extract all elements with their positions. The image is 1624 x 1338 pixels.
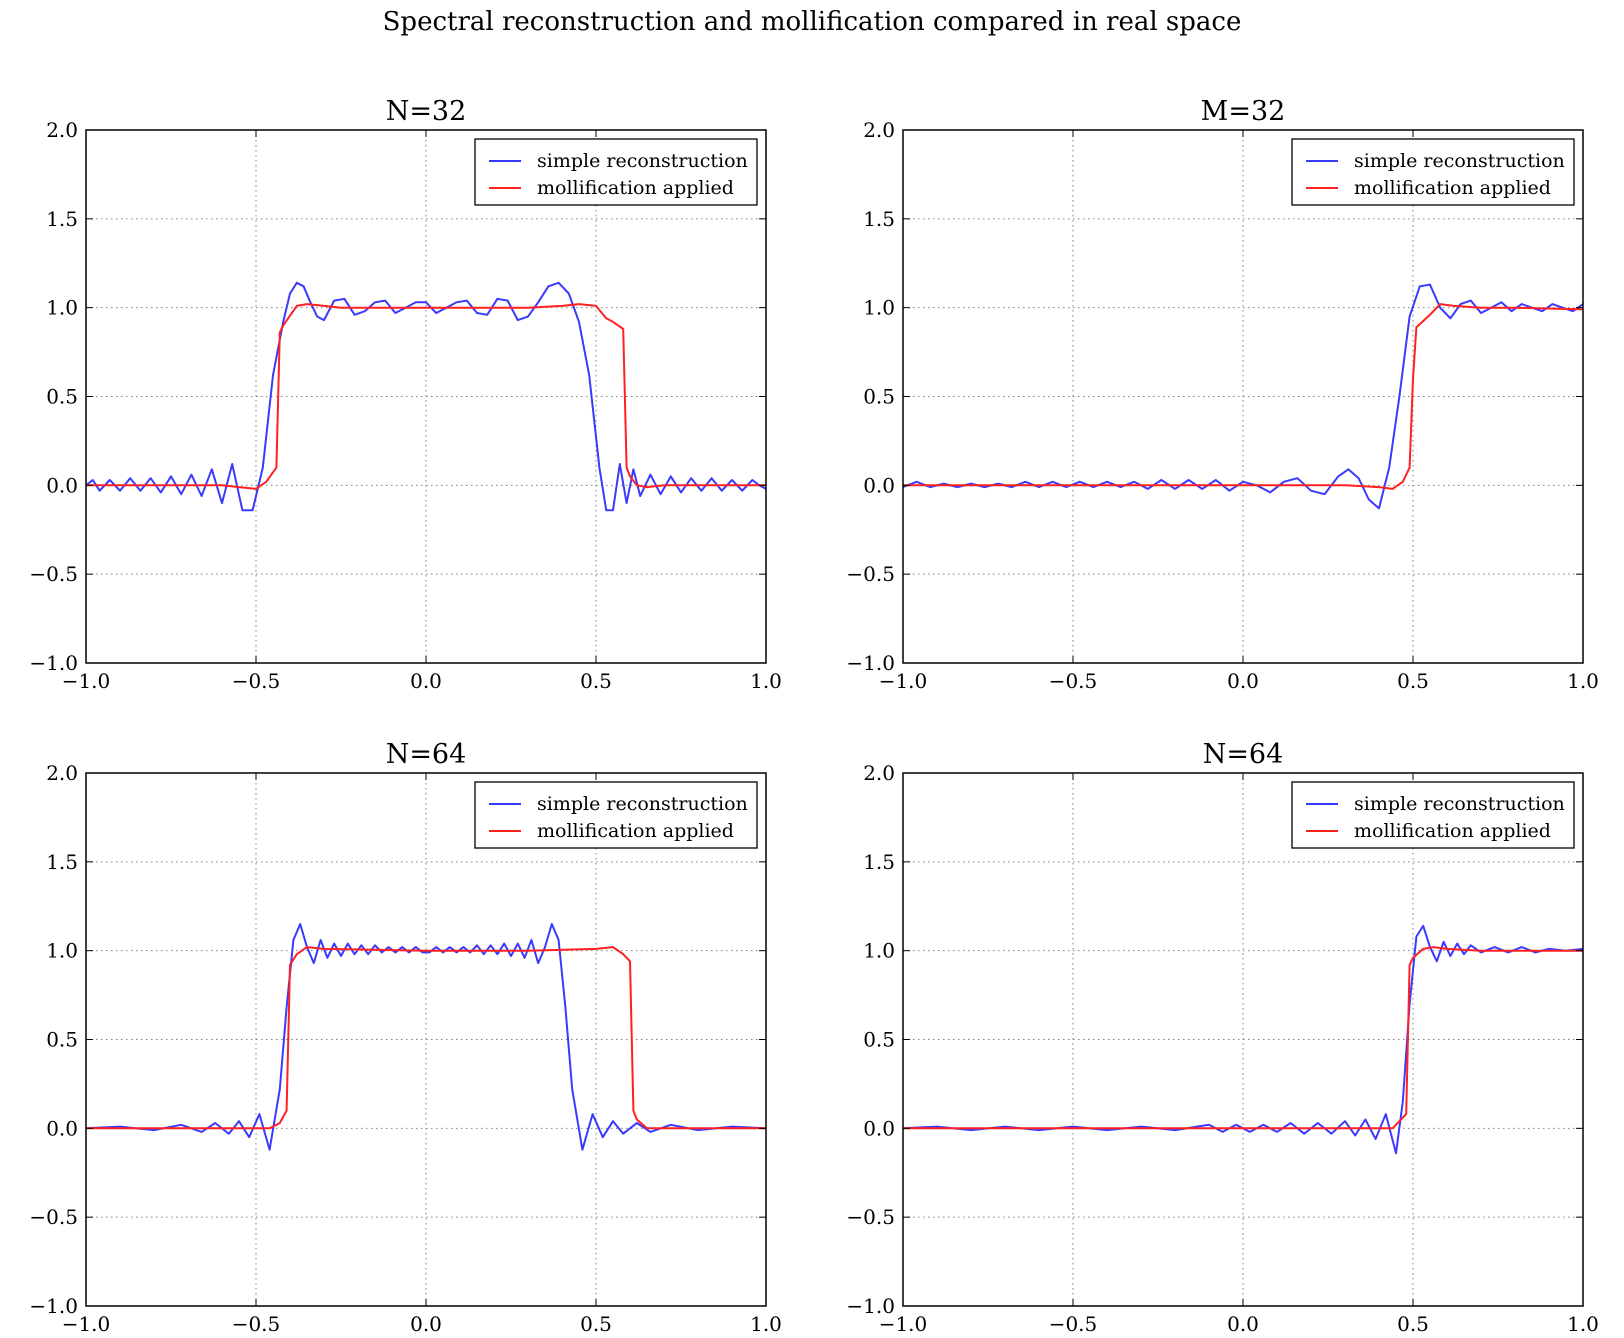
legend-box xyxy=(474,138,758,206)
y-tick-label: 0.0 xyxy=(46,473,78,497)
y-tick-label: −0.5 xyxy=(846,1205,895,1229)
legend-box xyxy=(1291,781,1575,849)
series-line-mollification-applied xyxy=(86,303,766,490)
x-tick-label: −0.5 xyxy=(1049,1312,1098,1336)
x-tick-label: 0.0 xyxy=(1227,669,1259,693)
legend: simple reconstruction mollification appli… xyxy=(474,781,758,849)
y-tick-label: 0.5 xyxy=(46,1028,78,1052)
y-tick-label: −0.5 xyxy=(29,1205,78,1229)
x-tick-label: −0.5 xyxy=(1049,669,1098,693)
subplot-1: −1.0 −0.5 0.0 0.5 1.0 −1.0 −0.5 0.0 0.5 1.0 1.5 2.0… xyxy=(29,96,781,693)
series-line-mollification-applied xyxy=(903,303,1583,490)
x-tick-label: −1.0 xyxy=(62,669,111,693)
legend: simple reconstruction mollification appli… xyxy=(1291,138,1575,206)
y-tick-label: 1.5 xyxy=(46,207,78,231)
x-tick-label: 0.5 xyxy=(580,669,612,693)
y-tick-label: 2.0 xyxy=(863,761,895,785)
series-line-mollification-applied xyxy=(903,946,1583,1130)
x-tick-label: 0.0 xyxy=(410,669,442,693)
x-tick-label: 0.0 xyxy=(410,1312,442,1336)
y-tick-label: −0.5 xyxy=(846,562,895,586)
subplot-3: −1.0 −0.5 0.0 0.5 1.0 −1.0 −0.5 0.0 0.5 1.0 1.5 2.0… xyxy=(29,739,781,1336)
y-tick-label: 0.5 xyxy=(863,1028,895,1052)
legend-box xyxy=(1291,138,1575,206)
subplot-2: −1.0 −0.5 0.0 0.5 1.0 −1.0 −0.5 0.0 0.5 1.0 1.5 2.0… xyxy=(846,96,1598,693)
y-tick-label: 1.5 xyxy=(863,850,895,874)
x-tick-label: −1.0 xyxy=(879,1312,928,1336)
x-tick-label: 1.0 xyxy=(1567,669,1599,693)
x-tick-label: −1.0 xyxy=(62,1312,111,1336)
legend-label: mollification applied xyxy=(1354,177,1551,199)
subplot-title: M=32 xyxy=(1201,96,1286,127)
legend-label: mollification applied xyxy=(1354,820,1551,842)
y-tick-label: 0.0 xyxy=(46,1116,78,1140)
y-tick-label: 0.5 xyxy=(863,385,895,409)
y-tick-label: 0.0 xyxy=(863,473,895,497)
x-tick-label: 1.0 xyxy=(1567,1312,1599,1336)
y-tick-label: 1.5 xyxy=(863,207,895,231)
legend-label: simple reconstruction xyxy=(1354,793,1565,815)
y-tick-label: −1.0 xyxy=(846,1294,895,1318)
y-tick-label: 1.0 xyxy=(863,296,895,320)
legend-label: simple reconstruction xyxy=(537,793,748,815)
y-tick-label: 1.0 xyxy=(863,939,895,963)
x-tick-label: 1.0 xyxy=(750,669,782,693)
legend-box xyxy=(474,781,758,849)
subplot-title: N=64 xyxy=(1203,739,1284,770)
series-line-simple-reconstruction xyxy=(903,283,1583,510)
subplot-4: −1.0 −0.5 0.0 0.5 1.0 −1.0 −0.5 0.0 0.5 1.0 1.5 2.0… xyxy=(846,739,1598,1336)
y-tick-label: 1.0 xyxy=(46,296,78,320)
legend: simple reconstruction mollification appli… xyxy=(1291,781,1575,849)
figure-title: Spectral reconstruction and mollificatio… xyxy=(383,7,1242,37)
series-line-simple-reconstruction xyxy=(86,923,766,1151)
x-tick-label: −0.5 xyxy=(232,1312,281,1336)
y-tick-label: −1.0 xyxy=(29,651,78,675)
legend-label: simple reconstruction xyxy=(1354,150,1565,172)
subplot-grid: −1.0 −0.5 0.0 0.5 1.0 −1.0 −0.5 0.0 0.5 1.0 1.5 2.0… xyxy=(29,96,1598,1336)
legend-label: simple reconstruction xyxy=(537,150,748,172)
subplot-title: N=32 xyxy=(386,96,467,127)
x-tick-label: 1.0 xyxy=(750,1312,782,1336)
y-tick-label: −1.0 xyxy=(846,651,895,675)
series-line-simple-reconstruction xyxy=(86,281,766,512)
series-line-mollification-applied xyxy=(86,946,766,1130)
y-tick-label: 2.0 xyxy=(863,118,895,142)
y-tick-label: −1.0 xyxy=(29,1294,78,1318)
y-tick-label: 1.0 xyxy=(46,939,78,963)
y-tick-label: 0.0 xyxy=(863,1116,895,1140)
y-tick-label: 0.5 xyxy=(46,385,78,409)
y-tick-label: 2.0 xyxy=(46,761,78,785)
y-tick-label: 2.0 xyxy=(46,118,78,142)
y-tick-label: 1.5 xyxy=(46,850,78,874)
x-tick-label: −1.0 xyxy=(879,669,928,693)
y-tick-label: −0.5 xyxy=(29,562,78,586)
x-tick-label: 0.0 xyxy=(1227,1312,1259,1336)
x-tick-label: 0.5 xyxy=(580,1312,612,1336)
x-tick-label: 0.5 xyxy=(1397,1312,1429,1336)
legend: simple reconstruction mollification appli… xyxy=(474,138,758,206)
legend-label: mollification applied xyxy=(537,177,734,199)
legend-label: mollification applied xyxy=(537,820,734,842)
x-tick-label: 0.5 xyxy=(1397,669,1429,693)
subplot-title: N=64 xyxy=(386,739,467,770)
x-tick-label: −0.5 xyxy=(232,669,281,693)
